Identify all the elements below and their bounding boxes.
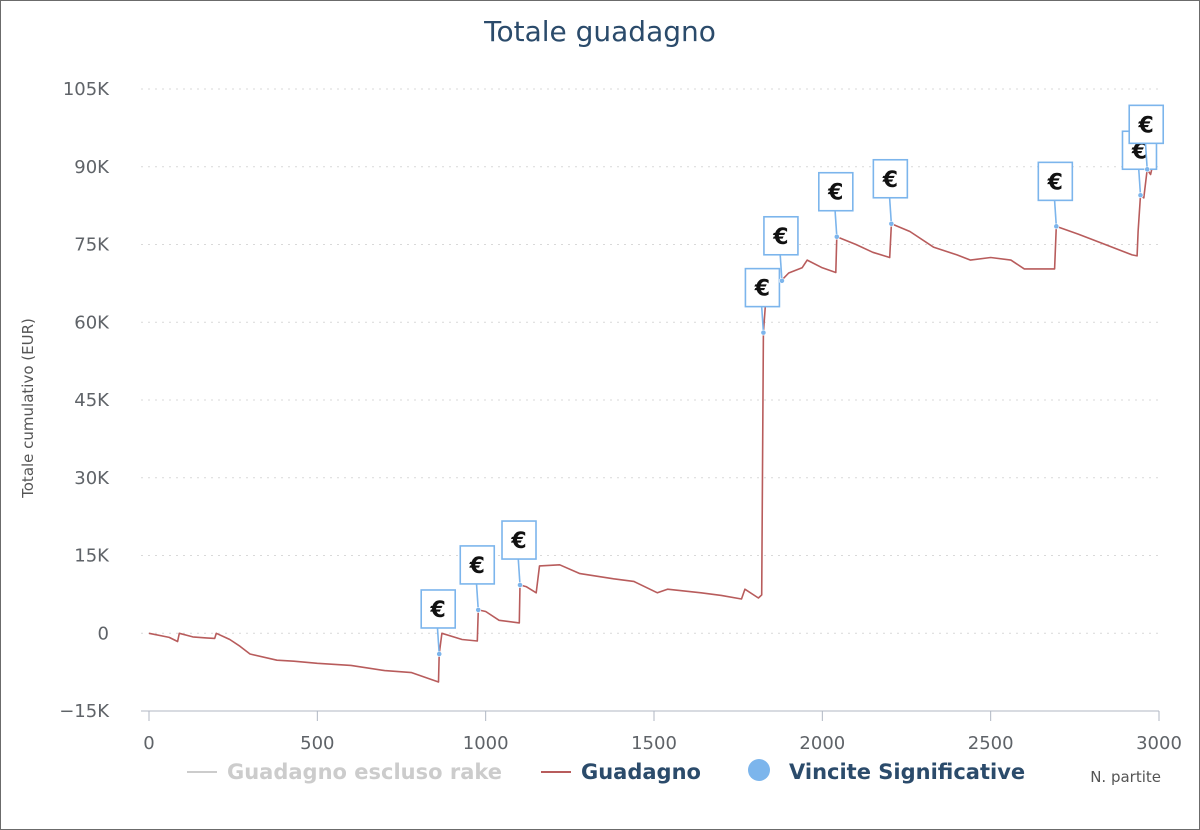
- significant-win-point[interactable]: [1053, 223, 1060, 230]
- flag-connector: [1144, 139, 1149, 170]
- y-tick-label: 15K: [74, 546, 110, 567]
- flag-label: €: [882, 168, 898, 193]
- y-tick-label: 75K: [74, 235, 110, 256]
- significant-win-point[interactable]: [833, 233, 840, 240]
- flag-label: €: [1047, 170, 1063, 195]
- flag-box[interactable]: [1037, 161, 1074, 202]
- flag-connector: [517, 554, 521, 586]
- flag-label: €: [1131, 139, 1147, 164]
- x-tick-label: 500: [300, 733, 334, 754]
- chart-title: Totale guadagno: [484, 15, 716, 48]
- flag-connector: [760, 302, 765, 333]
- y-tick-label: 90K: [74, 157, 110, 178]
- series-line-guadagno[interactable]: [148, 158, 1155, 683]
- flag-box[interactable]: [1128, 104, 1165, 145]
- x-tick-label: 2000: [799, 733, 845, 754]
- legend-item[interactable]: Vincite Significative: [789, 760, 1025, 784]
- flag-label: €: [510, 529, 526, 554]
- flag-label: €: [754, 277, 770, 302]
- significant-win-point[interactable]: [760, 329, 767, 336]
- flag-label: €: [827, 181, 843, 206]
- significant-win-point[interactable]: [1137, 192, 1144, 199]
- flag-box[interactable]: [818, 171, 854, 212]
- x-tick-label: 0: [143, 733, 154, 754]
- flag-box[interactable]: [872, 158, 909, 199]
- flag-connector: [779, 250, 783, 281]
- x-axis-title: N. partite: [1090, 768, 1161, 786]
- legend-item[interactable]: Guadagno escluso rake: [227, 760, 502, 784]
- significant-win-point[interactable]: [475, 607, 482, 613]
- flag-connector: [475, 579, 480, 610]
- flag-label: €: [469, 554, 485, 579]
- x-tick-label: 1000: [463, 733, 509, 754]
- y-tick-label: 60K: [74, 312, 110, 333]
- y-tick-label: 105K: [63, 79, 110, 100]
- flag-connector: [888, 193, 893, 224]
- flag-connector: [436, 623, 441, 655]
- significant-win-point[interactable]: [1144, 166, 1151, 173]
- flag-label: €: [1138, 113, 1154, 138]
- significant-win-point[interactable]: [888, 220, 895, 227]
- flag-box[interactable]: [501, 520, 537, 560]
- flag-connector: [1137, 165, 1142, 196]
- significant-win-point[interactable]: [436, 651, 443, 657]
- significant-win-point[interactable]: [517, 582, 523, 588]
- x-tick-label: 2500: [968, 733, 1014, 754]
- flag-box[interactable]: [744, 267, 781, 308]
- y-axis-title: Totale cumulativo (EUR): [19, 318, 37, 499]
- x-tick-label: 1500: [631, 733, 677, 754]
- flag-label: €: [772, 225, 788, 250]
- legend-circle-marker: [748, 759, 770, 781]
- flag-box[interactable]: [459, 545, 496, 585]
- x-tick-label: 3000: [1136, 733, 1182, 754]
- y-tick-label: 0: [98, 623, 109, 644]
- flag-box[interactable]: [763, 215, 799, 256]
- flag-label: €: [430, 598, 446, 623]
- legend-item[interactable]: Guadagno: [581, 760, 701, 784]
- y-tick-label: −15K: [59, 701, 110, 722]
- flag-connector: [834, 206, 838, 237]
- flag-box[interactable]: [420, 589, 457, 629]
- y-tick-label: 45K: [74, 390, 110, 411]
- flag-connector: [1053, 196, 1058, 227]
- significant-win-point[interactable]: [779, 277, 785, 284]
- y-tick-label: 30K: [74, 468, 110, 489]
